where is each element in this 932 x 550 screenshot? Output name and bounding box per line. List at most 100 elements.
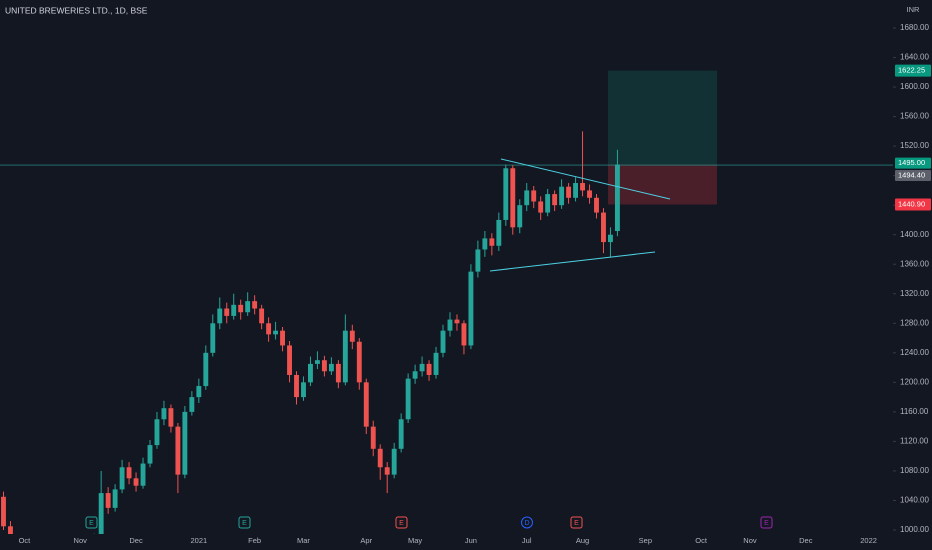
candle-body (105, 493, 111, 508)
x-tick-label: Nov (74, 536, 88, 545)
candle-body (328, 363, 334, 372)
candle-body (363, 382, 369, 427)
price-tag-label: 1495.00 (898, 158, 925, 167)
event-label: E (242, 520, 247, 527)
price-tag (895, 198, 931, 211)
candle-body (377, 448, 383, 468)
event-label: D (524, 520, 529, 527)
candle-body (175, 426, 181, 475)
y-tick-label: 1600.00 (900, 82, 929, 91)
x-tick-label: Dec (799, 536, 813, 545)
candle-body (447, 319, 453, 331)
candle-body (8, 526, 13, 534)
candle-body (398, 419, 404, 449)
candle-body (601, 212, 606, 243)
candle-body (252, 301, 258, 309)
y-tick-label: 1360.00 (900, 259, 929, 268)
event-label: E (399, 520, 404, 527)
candle-body (594, 197, 599, 213)
candle-body (224, 308, 230, 316)
event-marker: E (760, 516, 773, 529)
candle-body (196, 386, 202, 398)
candle-body (531, 190, 537, 202)
candle-body (517, 205, 523, 228)
candle-body (112, 489, 118, 508)
candle-body (503, 168, 509, 220)
candle-body (147, 445, 153, 464)
candle-body (405, 378, 411, 420)
candle-body (524, 190, 530, 206)
candle-body (119, 467, 125, 490)
chart-title: UNITED BREWERIES LTD., 1D, BSE (5, 5, 148, 15)
candle-body (426, 363, 432, 375)
y-tick-label: 1040.00 (900, 496, 929, 505)
x-tick-label: Oct (695, 536, 708, 545)
candle-body (356, 341, 362, 383)
candle-body (314, 360, 320, 364)
candle-body (614, 164, 620, 232)
x-tick-label: 2021 (190, 536, 207, 545)
x-tick-label: May (408, 536, 422, 545)
candle-body (1, 496, 6, 527)
candle-body (608, 234, 613, 243)
candle-body (154, 419, 160, 446)
event-marker: E (238, 516, 251, 529)
candle-body (475, 249, 481, 272)
candle-body (433, 352, 439, 375)
candle-body (245, 301, 251, 313)
candle-body (370, 426, 376, 449)
candle-body (133, 478, 139, 486)
candle-body (482, 238, 488, 250)
candle-body (238, 304, 244, 313)
candle-body (217, 308, 223, 324)
candle-body (189, 397, 195, 412)
y-tick-label: 1520.00 (900, 141, 929, 150)
profit-zone (608, 70, 717, 165)
x-tick-label: Feb (248, 536, 261, 545)
event-marker: D (521, 516, 533, 529)
x-tick-label: Jul (522, 536, 532, 545)
candle-body (440, 330, 446, 353)
x-tick-label: Mar (297, 536, 310, 545)
candle-body (140, 463, 146, 486)
candle-body (454, 319, 460, 324)
candle-body (259, 308, 265, 324)
candle-body (489, 238, 495, 246)
candle-body (496, 219, 502, 246)
y-tick-label: 1160.00 (900, 407, 929, 416)
y-tick-label: 1080.00 (900, 466, 929, 475)
y-tick-label: 1320.00 (900, 289, 929, 298)
plot-area (0, 70, 893, 534)
candle-body (335, 363, 341, 383)
price-tag (895, 170, 931, 182)
candle-body (349, 330, 355, 342)
trendline-lower (489, 251, 656, 272)
candle-body (538, 201, 544, 213)
candle-body (510, 168, 516, 228)
event-label: E (764, 520, 769, 527)
y-tick-label: 1640.00 (900, 53, 929, 62)
y-tick-label: 1280.00 (900, 318, 929, 327)
price-tag (895, 64, 931, 77)
x-tick-label: Nov (743, 536, 757, 545)
candle-body (391, 448, 397, 475)
candle-body (266, 323, 272, 335)
candle-body (203, 352, 209, 387)
candle-body (468, 271, 474, 346)
currency-label: INR (907, 5, 921, 14)
price-tag-label: 1440.90 (898, 199, 925, 208)
candle-body (587, 190, 592, 198)
candle-body (419, 363, 425, 372)
y-tick-label: 1000.00 (900, 525, 929, 534)
trendline-upper (500, 158, 671, 200)
event-label: E (574, 520, 579, 527)
y-tick-label: 1240.00 (900, 348, 929, 357)
candle-body (301, 382, 306, 398)
y-tick-label: 1680.00 (900, 23, 929, 32)
candle-body (566, 186, 572, 198)
price-tag (895, 157, 931, 169)
price-tag-label: 1622.25 (898, 66, 925, 75)
